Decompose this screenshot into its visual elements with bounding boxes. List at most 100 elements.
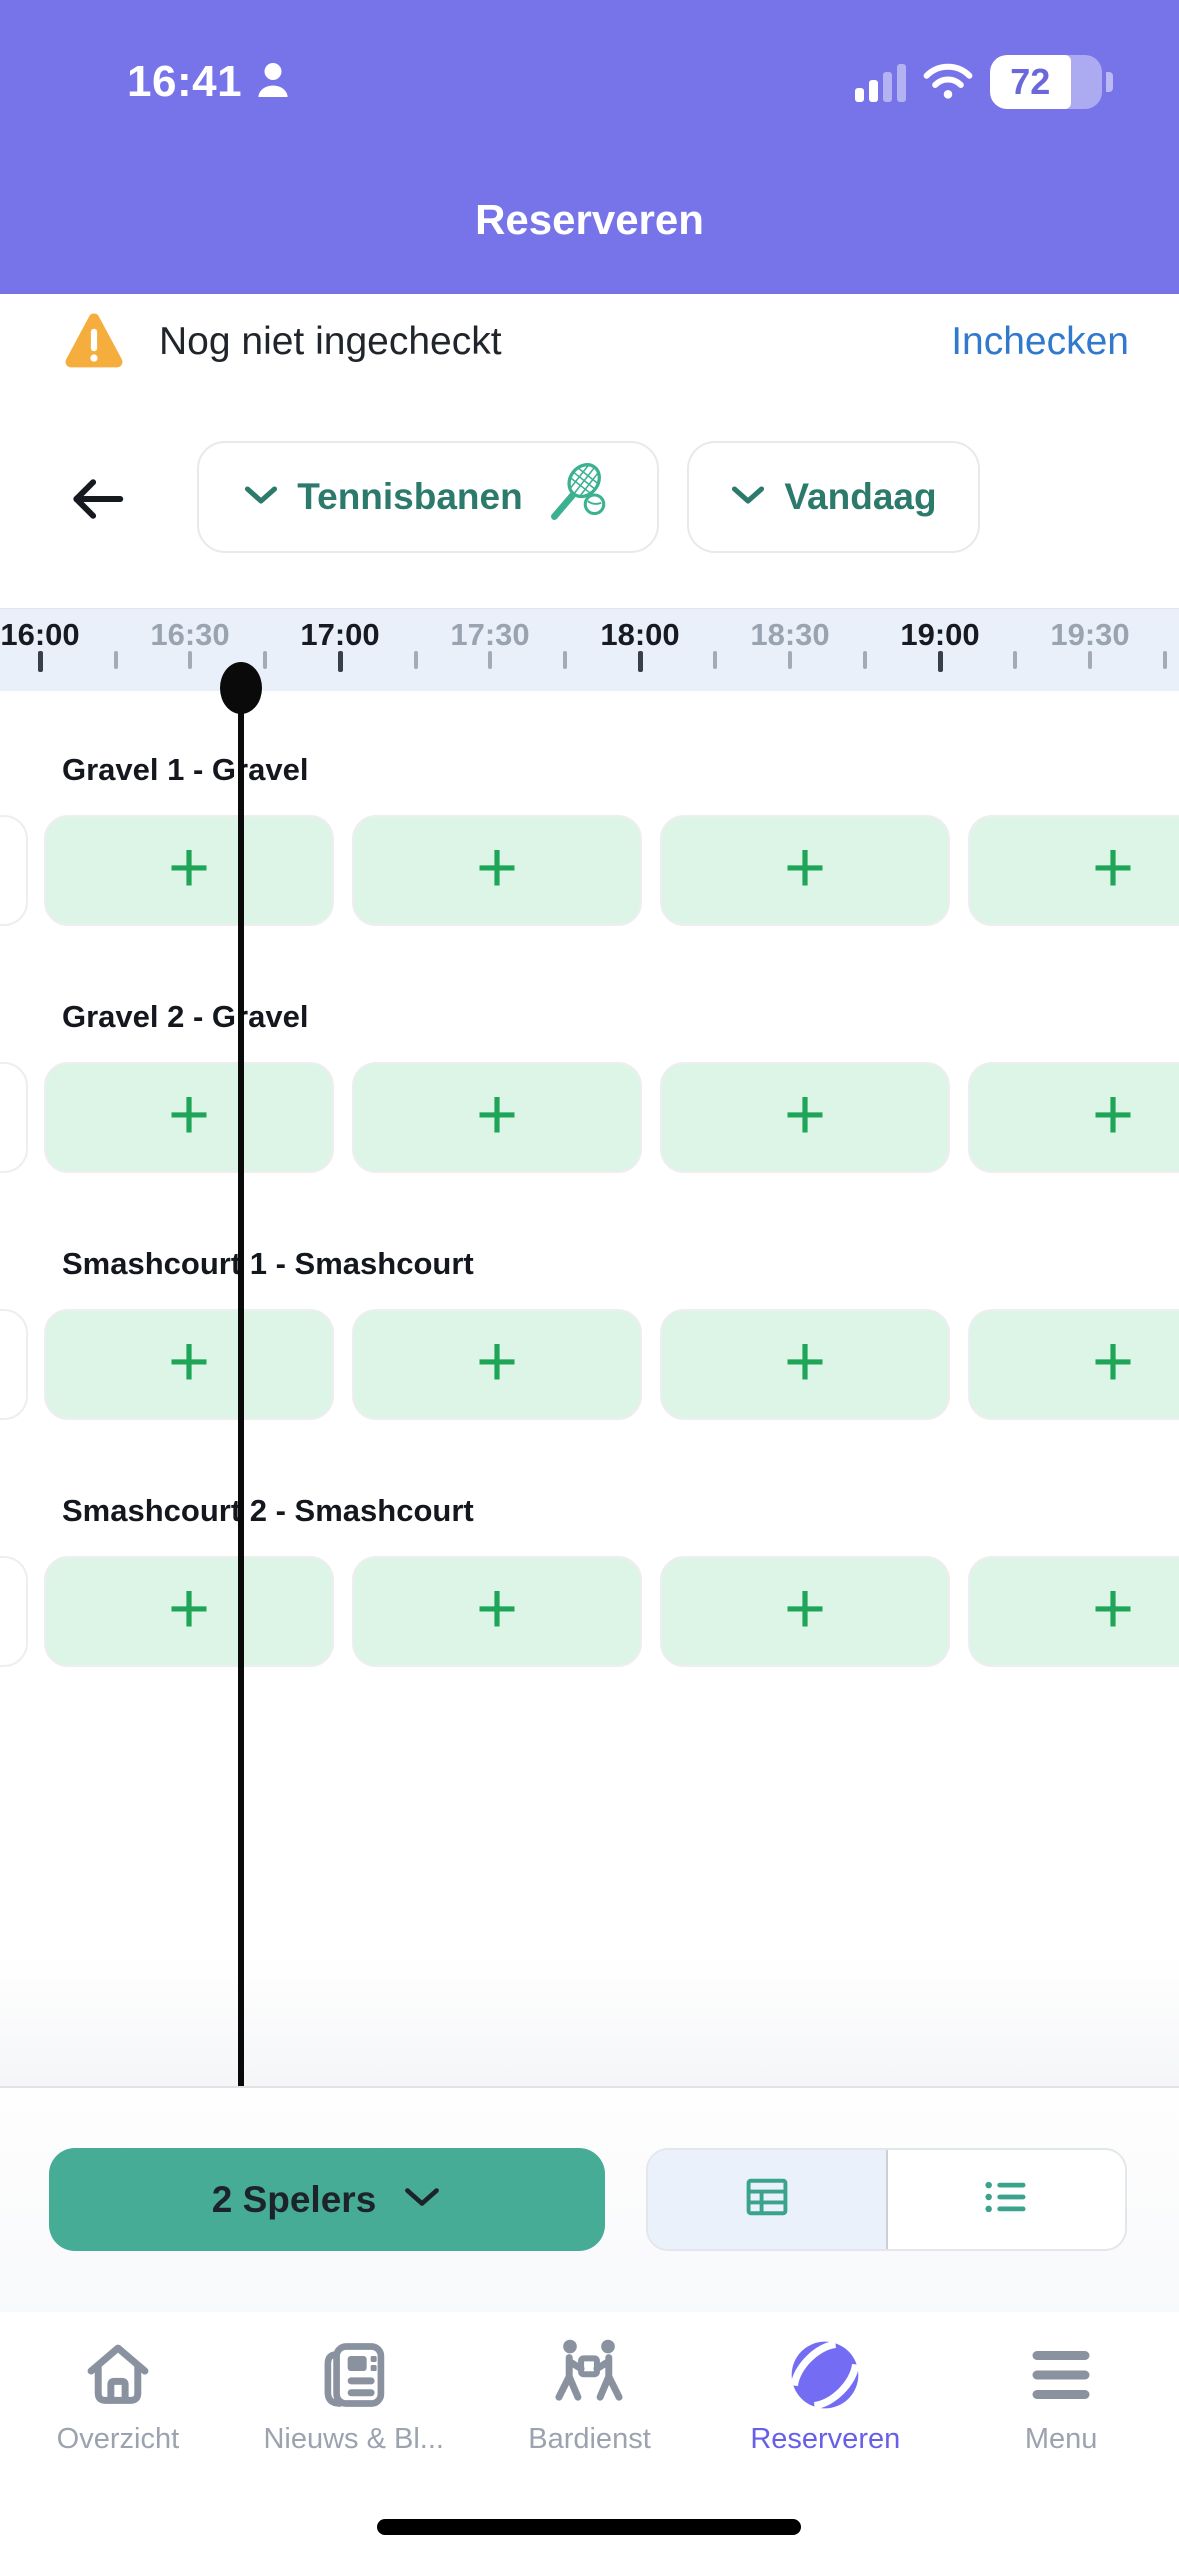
- add-booking-icon: +: [475, 1321, 519, 1402]
- chevron-down-icon: [730, 483, 766, 512]
- timeline-label: 17:00: [300, 617, 380, 652]
- players-selector-label: 2 Spelers: [211, 2178, 377, 2220]
- back-arrow-icon[interactable]: [66, 468, 128, 530]
- bottom-control-bar: 2 Spelers: [0, 2086, 1179, 2312]
- chevron-down-icon: [402, 2184, 442, 2215]
- current-time-dot[interactable]: [220, 662, 262, 714]
- home-icon: [80, 2335, 156, 2415]
- wifi-icon: [922, 60, 974, 105]
- person-icon: [256, 60, 290, 105]
- add-booking-icon: +: [1091, 1568, 1135, 1649]
- booking-slot[interactable]: +: [352, 1556, 642, 1667]
- tab-bar: Overzicht Nieuws: [0, 2310, 1179, 2556]
- booking-slot[interactable]: +: [44, 1556, 334, 1667]
- tab-overzicht[interactable]: Overzicht: [0, 2311, 236, 2556]
- date-filter-dropdown[interactable]: Vandaag: [687, 441, 980, 553]
- tab-nieuws-blog[interactable]: Nieuws & Bl...: [236, 2311, 472, 2556]
- booking-slot[interactable]: +: [352, 815, 642, 926]
- booking-slot[interactable]: +: [660, 815, 950, 926]
- add-booking-icon: +: [783, 1568, 827, 1649]
- filter-bar: Tennisbanen Vandaag: [0, 390, 1179, 608]
- court-slots-row: + + + +: [0, 815, 1179, 926]
- checkin-message: Nog niet ingecheckt: [159, 320, 502, 363]
- add-booking-icon: +: [1091, 827, 1135, 908]
- past-slot: [0, 1556, 28, 1667]
- add-booking-icon: +: [167, 1074, 211, 1155]
- booking-slot[interactable]: +: [968, 815, 1179, 926]
- warning-triangle-icon: [63, 311, 125, 374]
- add-booking-icon: +: [783, 827, 827, 908]
- checkin-banner: Nog niet ingecheckt Inchecken: [0, 294, 1179, 390]
- past-slot: [0, 1309, 28, 1420]
- menu-icon: [1025, 2335, 1097, 2415]
- booking-slot[interactable]: +: [660, 1309, 950, 1420]
- players-selector-button[interactable]: 2 Spelers: [49, 2148, 605, 2251]
- past-slot: [0, 815, 28, 926]
- cellular-signal-icon: [855, 62, 906, 102]
- header: 16:41 72 Reser: [0, 0, 1179, 294]
- booking-slot[interactable]: +: [352, 1309, 642, 1420]
- grid-view-icon: [741, 2171, 793, 2228]
- timeline-label: 19:30: [1050, 617, 1130, 652]
- page-title: Reserveren: [475, 196, 704, 243]
- court-name: Smashcourt 1 - Smashcourt: [62, 1246, 474, 1281]
- add-booking-icon: +: [1091, 1321, 1135, 1402]
- booking-slot[interactable]: +: [660, 1556, 950, 1667]
- booking-slot[interactable]: +: [660, 1062, 950, 1173]
- add-booking-icon: +: [783, 1074, 827, 1155]
- add-booking-icon: +: [167, 827, 211, 908]
- booking-slot[interactable]: +: [968, 1556, 1179, 1667]
- checkin-button[interactable]: Inchecken: [951, 320, 1129, 363]
- timeline-ticks: [38, 651, 1167, 673]
- tab-bardienst[interactable]: Bardienst: [472, 2311, 708, 2556]
- timeline-label: 19:00: [900, 617, 980, 652]
- timeline-label: 18:00: [600, 617, 680, 652]
- tab-label: Menu: [1024, 2423, 1098, 2455]
- grid-view-button[interactable]: [648, 2150, 888, 2249]
- tab-label: Bardienst: [528, 2423, 651, 2455]
- booking-slot[interactable]: +: [968, 1062, 1179, 1173]
- add-booking-icon: +: [167, 1321, 211, 1402]
- booking-slot[interactable]: +: [44, 1062, 334, 1173]
- list-view-button[interactable]: [888, 2150, 1126, 2249]
- tab-label: Reserveren: [750, 2423, 901, 2455]
- news-icon: [316, 2335, 392, 2415]
- status-bar: 16:41 72: [0, 52, 1179, 112]
- timeline-label: 17:30: [450, 617, 530, 652]
- tab-label: Overzicht: [56, 2423, 180, 2455]
- timeline-ruler[interactable]: 16:00 16:30 17:00 17:30 18:00 18:30 19:0…: [0, 608, 1179, 691]
- add-booking-icon: +: [167, 1568, 211, 1649]
- add-booking-icon: +: [475, 827, 519, 908]
- view-toggle: [646, 2148, 1127, 2251]
- booking-slot[interactable]: +: [968, 1309, 1179, 1420]
- scroll-fade: [0, 1956, 1179, 2086]
- home-indicator[interactable]: [377, 2519, 801, 2535]
- tennis-ball-icon: [785, 2335, 865, 2415]
- timeline-label: 16:00: [0, 617, 80, 652]
- list-view-icon: [980, 2171, 1032, 2228]
- sport-filter-dropdown[interactable]: Tennisbanen: [197, 441, 659, 553]
- tab-label: Nieuws & Bl...: [263, 2423, 444, 2455]
- booking-slot[interactable]: +: [44, 1309, 334, 1420]
- court-name: Smashcourt 2 - Smashcourt: [62, 1493, 474, 1528]
- add-booking-icon: +: [475, 1568, 519, 1649]
- current-time-line: [238, 688, 244, 2088]
- past-slot: [0, 1062, 28, 1173]
- timeline-label: 16:30: [150, 617, 230, 652]
- date-filter-label: Vandaag: [784, 476, 937, 517]
- battery-percent: 72: [1010, 61, 1051, 102]
- bar-service-icon: [549, 2335, 629, 2415]
- chevron-down-icon: [243, 483, 279, 512]
- tab-menu[interactable]: Menu: [943, 2311, 1179, 2556]
- add-booking-icon: +: [475, 1074, 519, 1155]
- court-slots-row: + + + +: [0, 1556, 1179, 1667]
- booking-slot[interactable]: +: [352, 1062, 642, 1173]
- add-booking-icon: +: [1091, 1074, 1135, 1155]
- court-name: Gravel 1 - Gravel: [62, 752, 309, 787]
- court-name: Gravel 2 - Gravel: [62, 999, 309, 1034]
- sport-filter-label: Tennisbanen: [297, 476, 523, 517]
- timeline-label: 18:30: [750, 617, 830, 652]
- booking-slot[interactable]: +: [44, 815, 334, 926]
- tab-reserveren[interactable]: Reserveren: [707, 2311, 943, 2556]
